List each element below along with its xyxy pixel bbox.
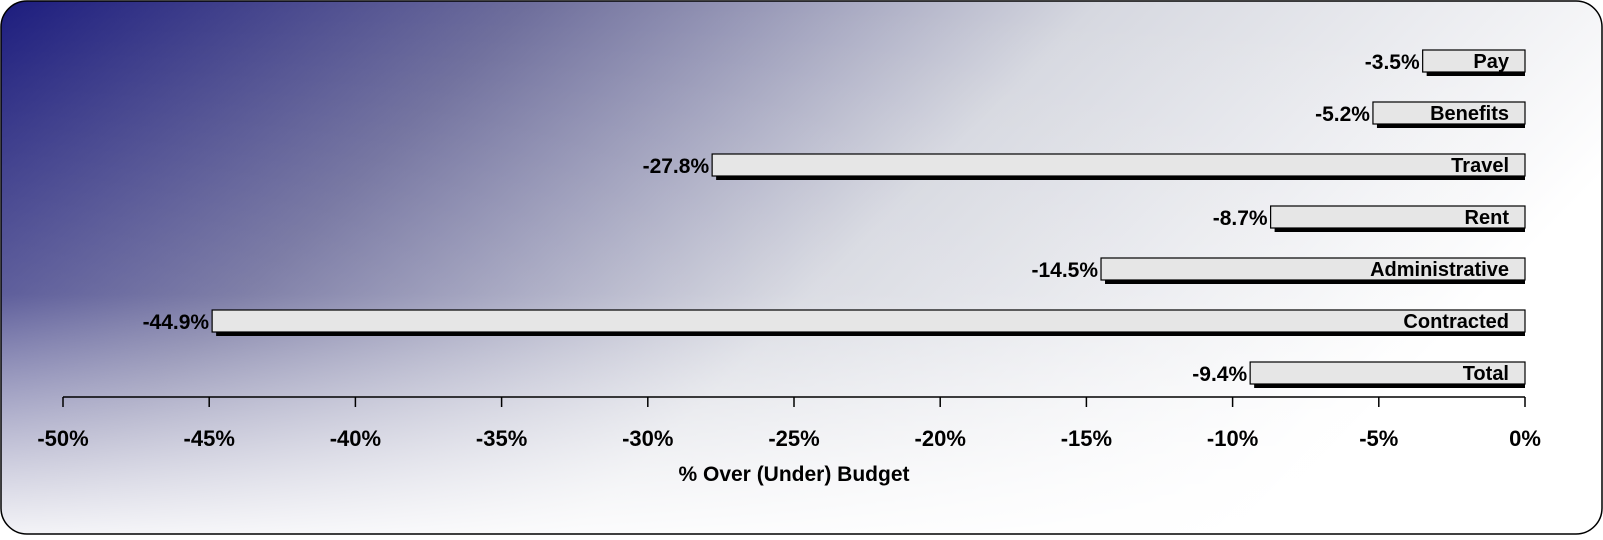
bar-group-pay: Pay -3.5% — [1365, 49, 1526, 76]
x-tick-label: -10% — [1207, 426, 1258, 451]
category-label-contracted: Contracted — [1403, 311, 1509, 333]
x-tick-label: -35% — [476, 426, 527, 451]
bar-contracted — [211, 309, 1526, 333]
x-tick-label: -45% — [184, 426, 235, 451]
x-tick-label: -25% — [768, 426, 819, 451]
bar-group-benefits: Benefits -5.2% — [1315, 101, 1526, 128]
bar-total — [1249, 361, 1526, 385]
data-label-contracted: -44.9% — [143, 311, 210, 334]
bar-group-administrative: Administrative -14.5% — [1031, 257, 1526, 284]
bar-administrative — [1100, 257, 1526, 281]
bar-group-contracted: Contracted -44.9% — [143, 309, 1526, 336]
bar-group-travel: Travel -27.8% — [643, 153, 1526, 180]
data-label-travel: -27.8% — [643, 155, 710, 178]
x-tick-label: -50% — [37, 426, 88, 451]
x-tick-label: 0% — [1509, 426, 1541, 451]
category-label-rent: Rent — [1465, 207, 1510, 229]
data-label-administrative: -14.5% — [1031, 259, 1098, 282]
category-label-total: Total — [1463, 363, 1509, 385]
data-label-rent: -8.7% — [1213, 207, 1268, 230]
bar-group-total: Total -9.4% — [1192, 361, 1526, 388]
x-axis-title: % Over (Under) Budget — [678, 463, 909, 486]
bar-pay — [1422, 49, 1526, 73]
bar-travel — [711, 153, 1526, 177]
bar-benefits — [1372, 101, 1526, 125]
x-tick-label: -20% — [915, 426, 966, 451]
x-tick-label: -15% — [1061, 426, 1112, 451]
category-label-travel: Travel — [1451, 155, 1509, 177]
data-label-total: -9.4% — [1192, 363, 1247, 386]
bars-layer: Pay -3.5% Benefits -5.2% Travel -27.8% Rent -8.… — [143, 49, 1526, 388]
category-label-pay: Pay — [1473, 51, 1509, 73]
data-label-benefits: -5.2% — [1315, 103, 1370, 126]
x-tick-label: -30% — [622, 426, 673, 451]
bar-rent — [1270, 205, 1526, 229]
x-tick-label: -40% — [330, 426, 381, 451]
x-axis-ticks: -50% -45% -40% -35% -30% -25% -20% -15% -10% -5% 0… — [37, 397, 1541, 451]
category-label-benefits: Benefits — [1430, 103, 1509, 125]
x-tick-label: -5% — [1359, 426, 1398, 451]
category-label-administrative: Administrative — [1370, 259, 1509, 281]
bar-group-rent: Rent -8.7% — [1213, 205, 1526, 232]
data-label-pay: -3.5% — [1365, 51, 1420, 74]
